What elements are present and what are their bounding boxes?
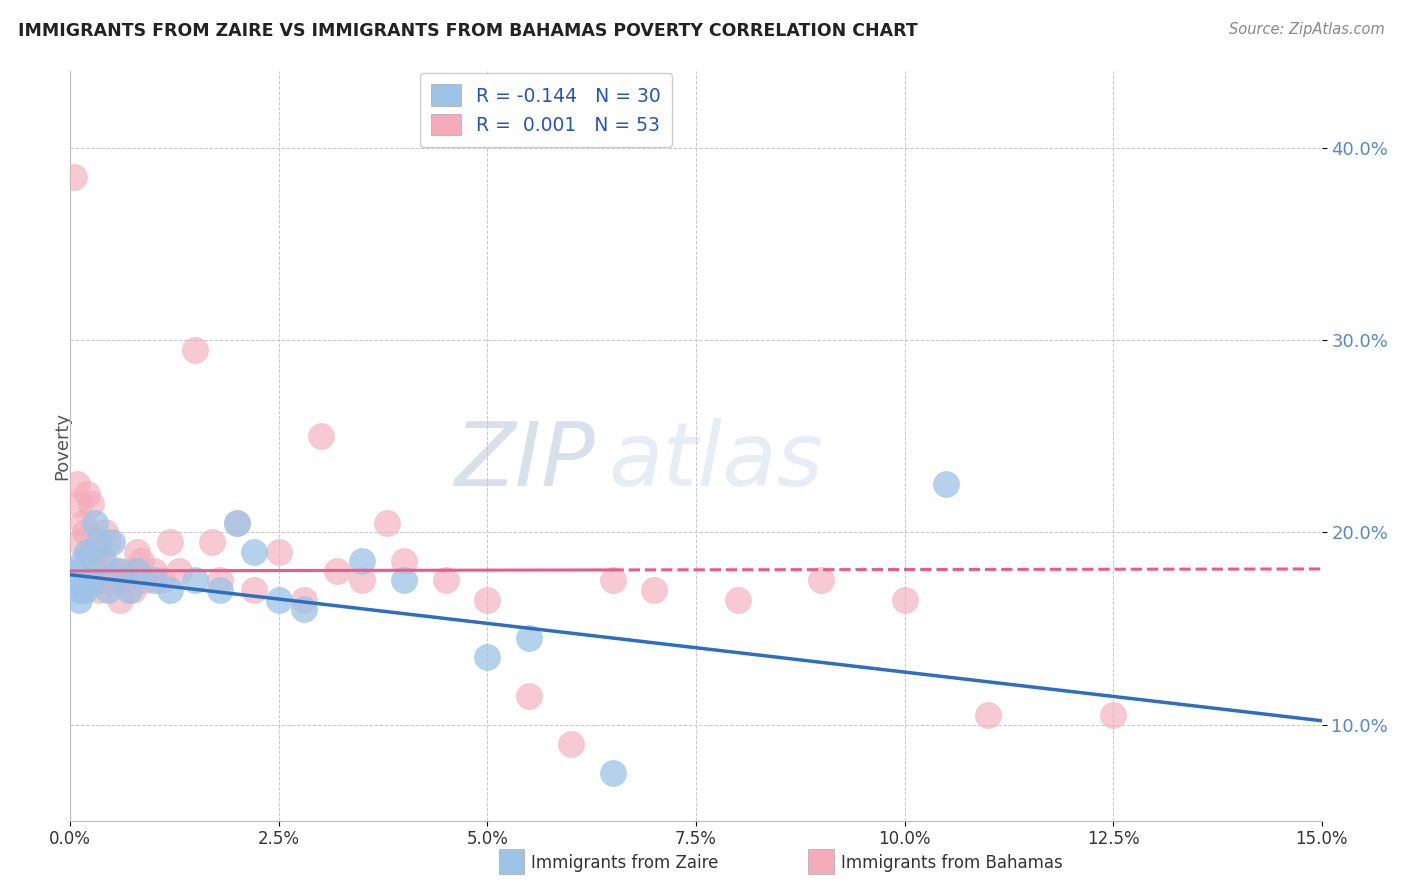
Point [142,574,165,588]
Point [267,544,290,558]
Point [226,516,249,530]
Point [209,583,232,598]
Point [75,583,97,598]
Text: Source: ZipAtlas.com: Source: ZipAtlas.com [1229,22,1385,37]
Point [477,592,499,607]
Point [267,592,290,607]
Text: atlas: atlas [609,418,824,504]
Point [292,592,315,607]
Text: Immigrants from Zaire: Immigrants from Zaire [531,854,718,871]
Point [101,574,124,588]
Point [134,574,156,588]
Point [105,564,128,578]
Point [893,592,915,607]
Point [118,583,141,598]
Point [121,583,145,598]
Text: ZIP: ZIP [456,418,596,504]
Point [184,574,207,588]
Legend: R = -0.144   N = 30, R =  0.001   N = 53: R = -0.144 N = 30, R = 0.001 N = 53 [419,73,672,146]
Point [67,592,90,607]
Point [125,564,148,578]
Point [977,708,1000,723]
Point [125,544,148,558]
Point [292,602,315,616]
Point [201,535,224,549]
Point [66,477,89,491]
Point [69,583,91,598]
Point [226,516,249,530]
Point [97,535,120,549]
Point [66,564,89,578]
Point [810,574,832,588]
Point [129,554,152,568]
Point [477,650,499,665]
Point [101,535,124,549]
Point [1102,708,1125,723]
Point [434,574,457,588]
Point [94,525,117,540]
Point [560,737,582,751]
Point [209,574,232,588]
Point [93,554,115,568]
Point [77,544,100,558]
Point [72,516,94,530]
Point [309,429,332,443]
Text: Immigrants from Bahamas: Immigrants from Bahamas [841,854,1063,871]
Point [67,497,90,511]
Point [69,535,91,549]
Point [375,516,398,530]
Point [392,574,415,588]
Point [326,564,349,578]
Point [83,554,105,568]
Point [91,554,114,568]
Point [142,564,165,578]
Point [97,583,120,598]
Y-axis label: Poverty: Poverty [53,412,70,480]
Point [93,574,115,588]
Point [80,497,103,511]
Point [517,631,540,645]
Point [517,689,540,703]
Point [84,516,107,530]
Point [935,477,957,491]
Point [63,574,86,588]
Point [167,564,190,578]
Point [159,535,181,549]
Point [72,554,94,568]
Point [110,592,132,607]
Point [352,574,374,588]
Point [118,564,141,578]
Point [602,765,624,780]
Point [89,535,111,549]
Point [114,574,136,588]
Point [76,544,98,558]
Text: IMMIGRANTS FROM ZAIRE VS IMMIGRANTS FROM BAHAMAS POVERTY CORRELATION CHART: IMMIGRANTS FROM ZAIRE VS IMMIGRANTS FROM… [18,22,918,40]
Point [643,583,665,598]
Point [76,487,98,501]
Point [110,564,132,578]
Point [63,169,86,184]
Point [150,574,173,588]
Point [80,574,103,588]
Point [75,525,97,540]
Point [352,554,374,568]
Point [86,574,108,588]
Point [89,583,111,598]
Point [184,343,207,357]
Point [243,583,266,598]
Point [243,544,266,558]
Point [602,574,624,588]
Point [84,544,107,558]
Point [727,592,749,607]
Point [392,554,415,568]
Point [159,583,181,598]
